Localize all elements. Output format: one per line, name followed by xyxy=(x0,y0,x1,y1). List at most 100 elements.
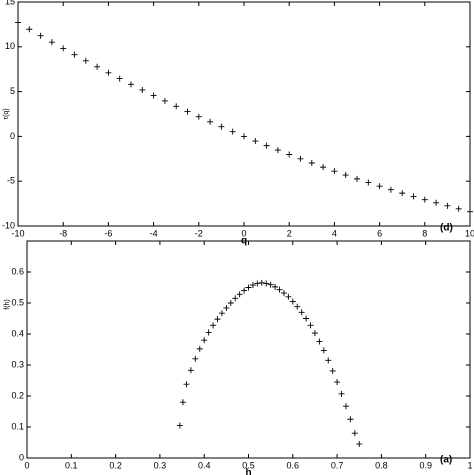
data-point xyxy=(311,330,318,337)
data-point xyxy=(342,403,349,410)
x-tick-label: 0.6 xyxy=(287,460,300,470)
panel-label: (a) xyxy=(440,455,452,466)
data-point xyxy=(274,147,281,154)
data-point xyxy=(214,316,221,323)
y-tick-label: 15 xyxy=(5,0,15,6)
data-point xyxy=(258,279,265,286)
data-point xyxy=(205,329,212,336)
data-point xyxy=(387,186,394,193)
data-point xyxy=(338,390,345,397)
data-point xyxy=(320,347,327,354)
data-point xyxy=(444,202,451,209)
panel-label: (d) xyxy=(440,223,453,234)
data-point xyxy=(280,290,287,297)
data-point xyxy=(276,286,283,293)
y-tick-label: 0.3 xyxy=(11,359,24,369)
y-tick-label: 0.6 xyxy=(11,266,24,276)
y-axis-label: f(h) xyxy=(4,299,11,310)
x-tick-label: -6 xyxy=(104,228,112,238)
x-tick-label: 4 xyxy=(332,228,337,238)
data-point xyxy=(184,108,191,115)
data-point xyxy=(297,155,304,162)
data-point xyxy=(218,123,225,130)
data-point xyxy=(245,284,252,291)
x-tick-label: 0.3 xyxy=(154,460,167,470)
x-tick-label: 0.4 xyxy=(198,460,211,470)
data-point xyxy=(289,298,296,305)
y-tick-label: 0.4 xyxy=(11,328,24,338)
data-point xyxy=(399,190,406,197)
data-point xyxy=(179,399,186,406)
y-tick-label: 0.1 xyxy=(11,421,24,431)
data-point xyxy=(303,315,310,322)
data-point xyxy=(263,280,270,287)
data-point xyxy=(195,113,202,120)
x-tick-label: 6 xyxy=(377,228,382,238)
y-tick-label: 0.2 xyxy=(11,390,24,400)
data-point xyxy=(365,179,372,186)
x-tick-label: 0.9 xyxy=(419,460,432,470)
data-point xyxy=(201,337,208,344)
data-point xyxy=(71,51,78,58)
data-point xyxy=(241,133,247,140)
data-point xyxy=(249,282,256,289)
data-point xyxy=(263,142,270,149)
data-point xyxy=(467,208,473,215)
y-tick-label: -5 xyxy=(7,176,15,186)
plot-frame xyxy=(26,240,471,459)
data-point xyxy=(128,81,134,88)
y-tick-label: 0 xyxy=(10,131,15,141)
data-point xyxy=(223,304,230,311)
data-point xyxy=(325,357,332,364)
x-tick-label: 10 xyxy=(465,228,474,238)
data-point xyxy=(347,416,354,423)
data-point xyxy=(376,183,383,190)
data-point xyxy=(207,118,214,125)
x-tick-label: 0.1 xyxy=(65,460,78,470)
x-tick-label: 0.5 xyxy=(242,460,255,470)
x-tick-label: 0 xyxy=(24,460,29,470)
data-point xyxy=(26,26,33,33)
data-point xyxy=(94,63,101,70)
x-tick-label: 0 xyxy=(241,228,246,238)
data-point xyxy=(298,309,305,316)
y-tick-label: 10 xyxy=(5,41,15,51)
x-tick-label: -8 xyxy=(59,228,67,238)
x-tick-label: -4 xyxy=(150,228,158,238)
data-point xyxy=(421,196,428,203)
data-point xyxy=(334,379,341,386)
data-point xyxy=(316,338,323,345)
data-point xyxy=(116,75,123,82)
y-axis-label: τ(q) xyxy=(3,108,10,119)
data-point xyxy=(410,193,417,200)
data-point xyxy=(183,381,190,388)
data-point xyxy=(173,103,180,110)
data-point xyxy=(272,283,279,290)
data-point xyxy=(187,367,194,374)
data-point xyxy=(254,280,261,287)
data-point xyxy=(286,151,293,158)
data-point xyxy=(196,345,203,352)
data-point xyxy=(354,175,360,182)
data-point xyxy=(60,45,67,52)
x-tick-label: 0.8 xyxy=(375,460,388,470)
data-point xyxy=(105,69,112,76)
data-point xyxy=(229,128,236,135)
data-point xyxy=(320,164,327,171)
x-tick-label: 0.2 xyxy=(109,460,122,470)
x-tick-label: 0.7 xyxy=(331,460,344,470)
x-tick-label: 8 xyxy=(422,228,427,238)
x-tick-label: 2 xyxy=(287,228,292,238)
data-point xyxy=(227,300,234,306)
data-point xyxy=(342,172,349,179)
data-point xyxy=(356,441,363,448)
data-point xyxy=(329,367,336,374)
y-tick-label: -10 xyxy=(2,220,15,230)
data-point xyxy=(331,168,338,175)
data-point xyxy=(15,19,21,26)
data-point xyxy=(210,322,217,329)
data-point xyxy=(308,160,315,167)
x-tick-label: -2 xyxy=(195,228,203,238)
data-point xyxy=(82,57,89,64)
